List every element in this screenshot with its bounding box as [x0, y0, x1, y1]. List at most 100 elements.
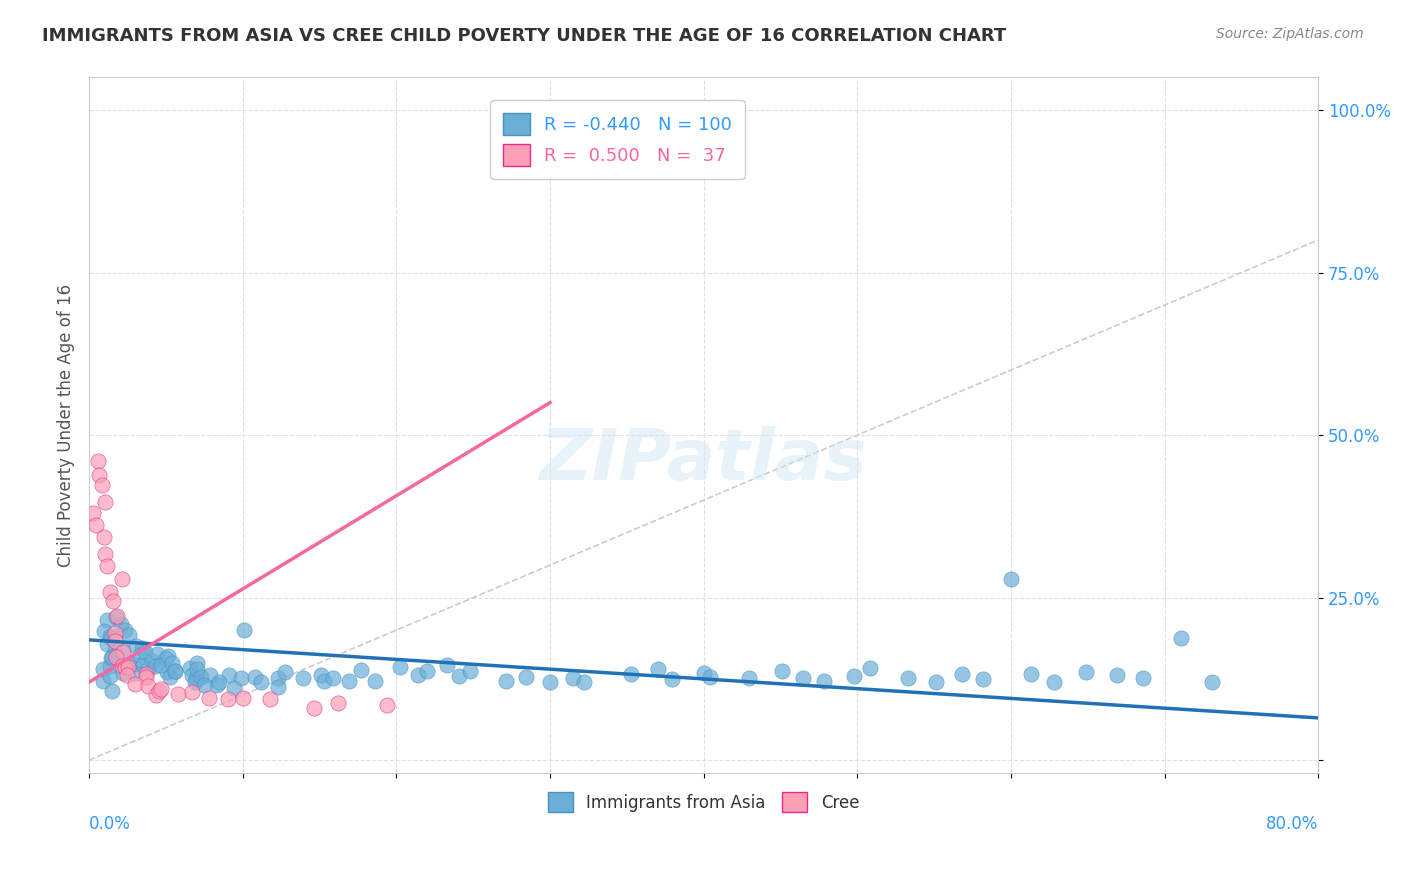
Point — [406, 668, 429, 682]
Point — [156, 665, 179, 680]
Point — [699, 670, 721, 684]
Point — [93, 494, 115, 508]
Point — [572, 674, 595, 689]
Point — [87, 453, 110, 467]
Point — [104, 625, 127, 640]
Point — [1132, 671, 1154, 685]
Point — [229, 671, 252, 685]
Point — [104, 609, 127, 624]
Point — [197, 690, 219, 705]
Point — [125, 639, 148, 653]
Point — [167, 687, 190, 701]
Point — [416, 664, 439, 678]
Point — [124, 665, 146, 680]
Point — [148, 683, 170, 698]
Point — [138, 679, 160, 693]
Point — [145, 688, 167, 702]
Point — [181, 685, 204, 699]
Point — [93, 674, 115, 689]
Point — [322, 671, 344, 685]
Point — [184, 674, 207, 689]
Point — [165, 664, 187, 678]
Point — [89, 468, 111, 483]
Point — [134, 644, 156, 658]
Point — [302, 700, 325, 714]
Point — [205, 678, 228, 692]
Point — [312, 673, 335, 688]
Point — [538, 675, 561, 690]
Point — [131, 641, 153, 656]
Point — [738, 671, 761, 685]
Point — [184, 672, 207, 686]
Point — [326, 696, 349, 710]
Point — [100, 632, 122, 646]
Point — [96, 613, 118, 627]
Point — [1000, 572, 1022, 586]
Point — [620, 667, 643, 681]
Point — [436, 658, 458, 673]
Point — [149, 682, 172, 697]
Point — [132, 657, 155, 672]
Point — [190, 670, 212, 684]
Point — [647, 662, 669, 676]
Point — [114, 660, 136, 674]
Point — [93, 663, 115, 677]
Point — [515, 670, 537, 684]
Point — [100, 684, 122, 698]
Point — [136, 662, 159, 676]
Point — [693, 665, 716, 680]
Point — [495, 673, 517, 688]
Point — [842, 669, 865, 683]
Point — [924, 675, 946, 690]
Point — [111, 658, 134, 673]
Point — [96, 558, 118, 573]
Point — [98, 669, 121, 683]
Point — [259, 691, 281, 706]
Point — [141, 653, 163, 667]
Point — [111, 642, 134, 657]
Point — [146, 647, 169, 661]
Point — [90, 478, 112, 492]
Point — [179, 661, 201, 675]
Point — [159, 670, 181, 684]
Point — [972, 672, 994, 686]
Point — [1105, 668, 1128, 682]
Point — [160, 657, 183, 671]
Point — [98, 585, 121, 599]
Point — [122, 657, 145, 672]
Point — [96, 637, 118, 651]
Point — [1043, 674, 1066, 689]
Point — [897, 671, 920, 685]
Point — [274, 665, 297, 679]
Point — [458, 664, 481, 678]
Point — [84, 518, 107, 533]
Point — [114, 623, 136, 637]
Point — [118, 628, 141, 642]
Point — [561, 671, 583, 685]
Point — [291, 671, 314, 685]
Text: 0.0%: 0.0% — [89, 815, 131, 833]
Point — [181, 668, 204, 682]
Point — [250, 674, 273, 689]
Point — [150, 657, 173, 672]
Point — [112, 645, 135, 659]
Point — [952, 667, 974, 681]
Point — [101, 593, 124, 607]
Point — [93, 624, 115, 638]
Point — [198, 668, 221, 682]
Point — [1170, 632, 1192, 646]
Point — [111, 572, 134, 586]
Point — [208, 674, 231, 689]
Point — [186, 662, 208, 676]
Point — [1201, 674, 1223, 689]
Point — [186, 657, 208, 671]
Point — [1076, 665, 1098, 679]
Point — [813, 674, 835, 689]
Point — [661, 673, 683, 687]
Point — [364, 673, 387, 688]
Text: ZIPatlas: ZIPatlas — [540, 425, 868, 494]
Point — [98, 659, 121, 673]
Text: Source: ZipAtlas.com: Source: ZipAtlas.com — [1216, 27, 1364, 41]
Point — [375, 698, 398, 712]
Point — [110, 616, 132, 631]
